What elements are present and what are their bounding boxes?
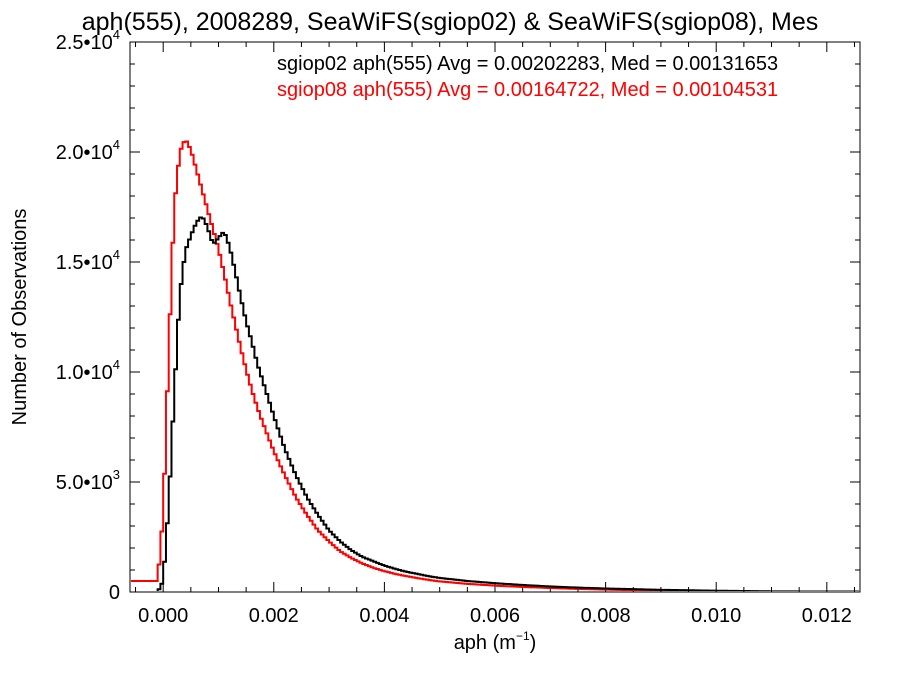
series-line-0 bbox=[131, 216, 859, 591]
y-tick-label-2: 1.0•104 bbox=[56, 357, 120, 384]
y-tick-label-0: 0 bbox=[109, 582, 120, 604]
y-tick-label-4: 2.0•104 bbox=[56, 137, 120, 164]
x-tick-label-6: 0.012 bbox=[802, 605, 852, 627]
y-tick-labels: 0 5.0•103 1.0•104 1.5•104 2.0•104 2.5•104 bbox=[56, 27, 120, 604]
x-tick-label-4: 0.008 bbox=[581, 605, 631, 627]
x-axis-label: aph (m−1) bbox=[454, 629, 537, 654]
legend-annotations: sgiop02 aph(555) Avg = 0.00202283, Med =… bbox=[277, 53, 778, 101]
x-tick-label-1: 0.002 bbox=[249, 605, 299, 627]
y-tick-label-1: 5.0•103 bbox=[56, 467, 120, 494]
annotation-line-2: sgiop08 aph(555) Avg = 0.00164722, Med =… bbox=[277, 79, 778, 101]
chart-title: aph(555), 2008289, SeaWiFS(sgiop02) & Se… bbox=[82, 8, 818, 36]
series-line-1 bbox=[131, 140, 859, 591]
x-tick-label-5: 0.010 bbox=[691, 605, 741, 627]
x-tick-label-0: 0.000 bbox=[138, 605, 188, 627]
axis-ticks bbox=[130, 41, 860, 593]
y-axis-label: Number of Observations bbox=[9, 209, 31, 426]
plot-frame bbox=[129, 41, 861, 593]
x-tick-labels: 0.000 0.002 0.004 0.006 0.008 0.010 0.012 bbox=[138, 605, 852, 627]
plot-area bbox=[131, 140, 859, 591]
annotation-line-1: sgiop02 aph(555) Avg = 0.00202283, Med =… bbox=[277, 53, 778, 75]
y-tick-label-5: 2.5•104 bbox=[56, 27, 120, 54]
x-tick-label-2: 0.004 bbox=[359, 605, 409, 627]
x-tick-label-3: 0.006 bbox=[470, 605, 520, 627]
y-tick-label-3: 1.5•104 bbox=[56, 247, 120, 274]
